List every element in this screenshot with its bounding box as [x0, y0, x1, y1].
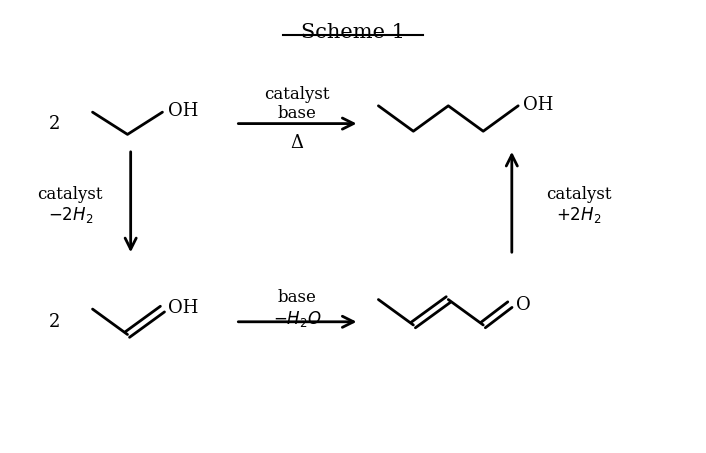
Text: catalyst: catalyst	[264, 86, 330, 103]
Text: $-H_2O$: $-H_2O$	[273, 308, 321, 328]
Text: Scheme 1: Scheme 1	[301, 23, 405, 42]
Text: 2: 2	[49, 313, 60, 331]
Text: base: base	[277, 289, 316, 306]
Text: OH: OH	[523, 96, 554, 114]
Text: Δ: Δ	[291, 134, 304, 152]
Text: catalyst: catalyst	[37, 186, 103, 203]
Text: O: O	[516, 296, 531, 313]
Text: $-2H_2$: $-2H_2$	[48, 205, 93, 225]
Text: catalyst: catalyst	[546, 186, 611, 203]
Text: base: base	[277, 105, 316, 122]
Text: OH: OH	[167, 102, 198, 120]
Text: 2: 2	[49, 115, 60, 133]
Text: $+2H_2$: $+2H_2$	[556, 205, 601, 225]
Text: OH: OH	[167, 299, 198, 317]
